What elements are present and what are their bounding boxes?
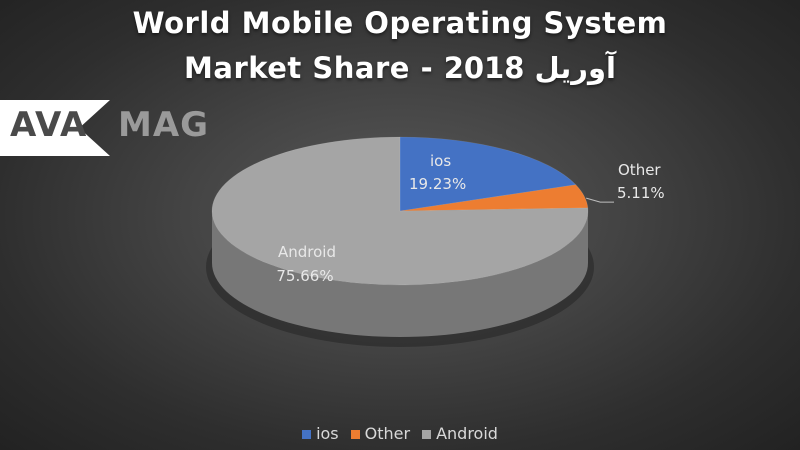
legend-item-other: Other (350, 424, 411, 443)
chart-legend: ios Other Android (0, 424, 800, 443)
leader-line-other (586, 197, 614, 203)
chart-title-line-1: World Mobile Operating System (132, 6, 668, 40)
legend-item-ios: ios (302, 424, 339, 443)
legend-label-other: Other (364, 424, 411, 443)
data-label-other-value: 5.11% (617, 184, 665, 202)
data-label-other-name: Other (618, 161, 661, 179)
data-label-ios-name: ios (430, 152, 451, 170)
data-label-ios-value: 19.23% (409, 175, 466, 193)
legend-item-android: Android (422, 424, 498, 443)
legend-swatch-other (350, 430, 360, 439)
legend-label-ios: ios (316, 424, 339, 443)
pie-side-android (212, 211, 588, 337)
legend-swatch-ios (302, 430, 312, 439)
data-label-android-name: Android (278, 243, 336, 261)
logo-mag-text: MAG (118, 105, 210, 145)
logo-ava-text: AVA (10, 105, 88, 145)
legend-label-android: Android (436, 424, 498, 443)
ava-mag-logo: AVA MAG (0, 100, 208, 156)
pie-slice-ios (399, 136, 577, 212)
legend-swatch-android (422, 430, 432, 439)
data-label-android-value: 75.66% (276, 267, 333, 285)
pie-slice-other (399, 184, 589, 212)
pie-slice-android (211, 136, 589, 286)
chart-title-line-2: Market Share - آوریل 2018 (184, 51, 616, 85)
